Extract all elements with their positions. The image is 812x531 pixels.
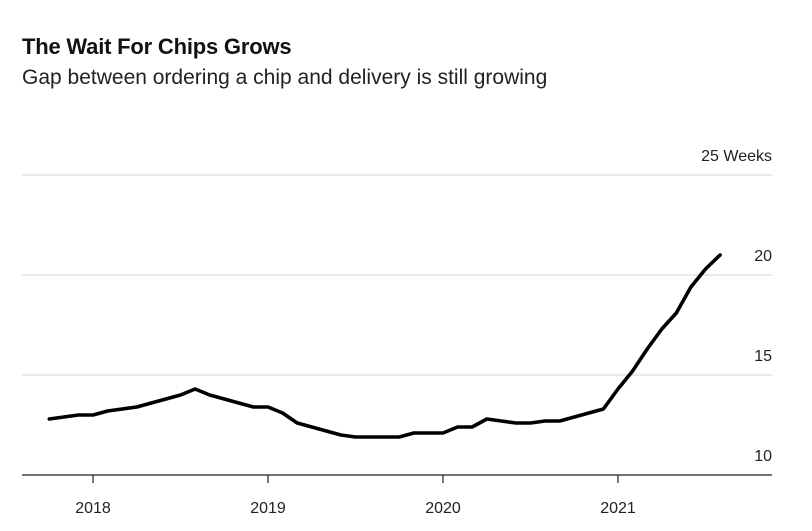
x-tick-label-2020: 2020 [425, 500, 461, 517]
x-tick-label-2019: 2019 [250, 500, 286, 517]
chart-subtitle: Gap between ordering a chip and delivery… [22, 66, 548, 89]
y-tick-label-20: 20 [754, 248, 772, 265]
y-tick-label-15: 15 [754, 348, 772, 365]
x-tick-label-2021: 2021 [600, 500, 636, 517]
series-line-0 [47, 253, 722, 439]
chart-title: The Wait For Chips Grows [22, 34, 292, 59]
x-tick-label-2018: 2018 [75, 500, 111, 517]
y-tick-label-10: 10 [754, 448, 772, 465]
y-tick-label-25: 25 Weeks [701, 148, 772, 165]
